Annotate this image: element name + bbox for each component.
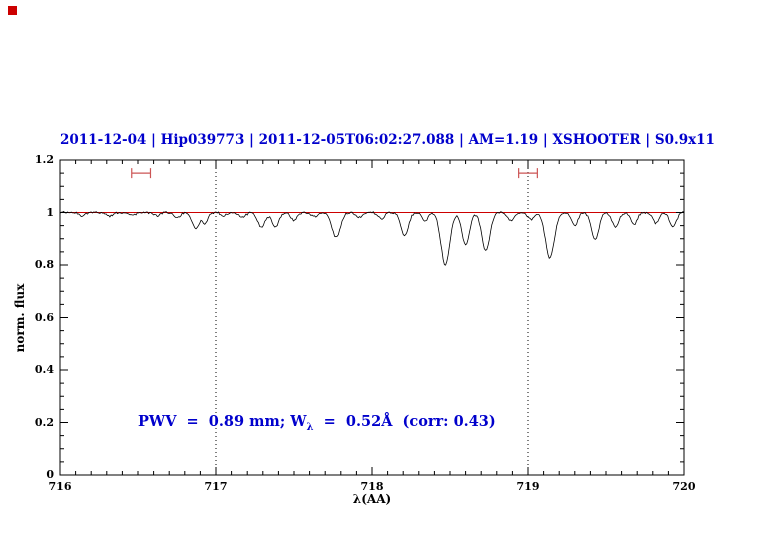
x-tick-label: 720 [672,480,696,493]
pwv-annotation-suffix: = 0.52Å (corr: 0.43) [313,412,496,430]
y-tick-label: 0.4 [34,363,54,376]
x-axis-label: λ(AA) [352,492,392,506]
corner-marker [8,6,17,15]
pwv-annotation: PWV = 0.89 mm; Wλ = 0.52Å (corr: 0.43) [138,413,496,433]
pwv-annotation-prefix: PWV = 0.89 mm; W [138,412,307,430]
x-tick-label: 719 [516,480,540,493]
y-tick-label: 0 [46,468,54,481]
y-tick-label: 1.2 [34,153,54,166]
x-tick-label: 718 [360,480,384,493]
y-tick-label: 0.8 [34,258,54,271]
y-tick-label: 1 [46,205,54,219]
x-tick-label: 716 [48,480,72,493]
x-tick-label: 717 [204,480,228,493]
pwv-annotation-subscript: λ [306,421,314,433]
plot-title: 2011-12-04 | Hip039773 | 2011-12-05T06:0… [60,132,715,148]
y-tick-label: 0.2 [34,415,54,429]
y-tick-label: 0.6 [34,310,54,324]
